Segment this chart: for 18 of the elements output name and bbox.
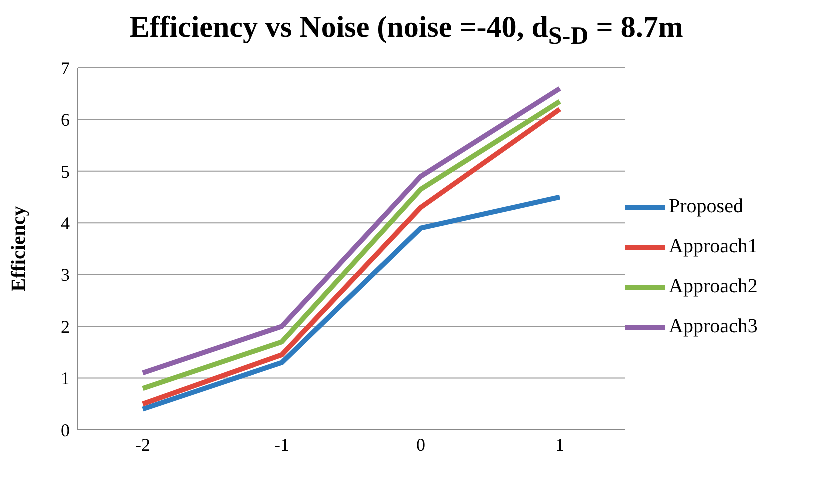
y-tick-label: 6: [61, 110, 70, 130]
x-tick-label: -1: [274, 434, 290, 455]
x-tick-label: 0: [416, 434, 426, 455]
y-tick-label: 4: [61, 214, 70, 234]
legend-label: Approach3: [669, 315, 758, 338]
y-tick-label: 2: [61, 316, 70, 337]
x-tick-label: 1: [556, 434, 564, 455]
y-tick-label: 1: [61, 368, 70, 389]
y-tick-label: 3: [61, 265, 70, 286]
y-axis-title: Efficiency: [8, 206, 30, 292]
y-tick-label: 0: [61, 420, 70, 440]
legend-label: Approach2: [669, 275, 758, 298]
legend-label: Approach1: [669, 235, 758, 258]
y-tick-label: 7: [61, 58, 70, 78]
chart-title: Efficiency vs Noise (noise =-40, d$_{S-D}$ = 8.7m: [128, 10, 684, 52]
legend-label: Proposed: [669, 195, 744, 218]
x-tick-label: -2: [136, 434, 150, 455]
y-tick-label: 5: [61, 162, 70, 182]
